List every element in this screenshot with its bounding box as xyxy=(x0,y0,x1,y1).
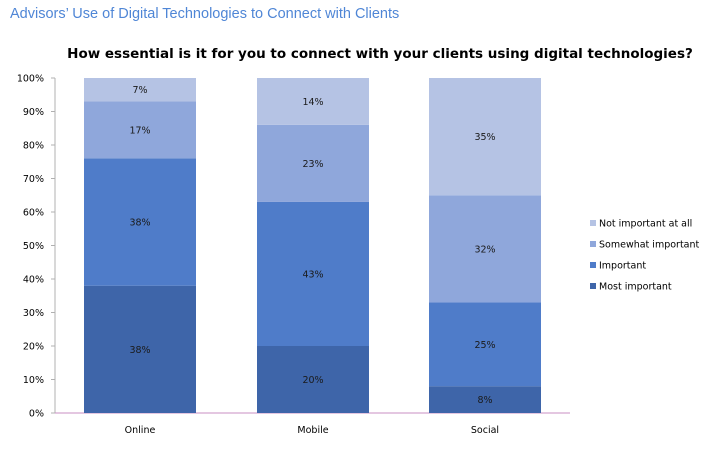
data-label: 35% xyxy=(474,132,495,143)
data-label: 23% xyxy=(302,159,323,170)
y-tick-label: 20% xyxy=(23,342,44,353)
page-title: Advisors’ Use of Digital Technologies to… xyxy=(10,6,400,22)
bar-segment xyxy=(257,78,369,125)
y-tick-label: 90% xyxy=(23,107,44,118)
x-tick-label: Online xyxy=(125,425,156,436)
bar-segment xyxy=(429,302,541,387)
bar-segment xyxy=(84,158,196,286)
data-label: 38% xyxy=(129,218,150,229)
y-tick-label: 50% xyxy=(23,241,44,252)
data-label: 20% xyxy=(302,375,323,386)
y-tick-label: 30% xyxy=(23,308,44,319)
legend-swatch xyxy=(590,241,596,247)
bar-segment xyxy=(84,78,196,102)
data-label: 14% xyxy=(302,97,323,108)
y-tick-label: 60% xyxy=(23,208,44,219)
chart-title: How essential is it for you to connect w… xyxy=(67,46,693,62)
bar-segment xyxy=(257,346,369,413)
data-label: 38% xyxy=(129,345,150,356)
data-label: 25% xyxy=(474,340,495,351)
legend-label: Somewhat important xyxy=(599,240,700,251)
bar-segment xyxy=(84,285,196,413)
y-tick-label: 80% xyxy=(23,141,44,152)
y-tick-label: 10% xyxy=(23,375,44,386)
data-label: 8% xyxy=(477,395,492,406)
legend-swatch xyxy=(590,283,596,289)
data-label: 43% xyxy=(302,269,323,280)
y-tick-label: 100% xyxy=(17,74,44,85)
legend-label: Most important xyxy=(599,282,672,293)
legend-swatch xyxy=(590,262,596,268)
bar-segment xyxy=(429,78,541,196)
data-label: 17% xyxy=(129,125,150,136)
bar-segment xyxy=(84,101,196,159)
bar-segment xyxy=(429,195,541,303)
legend-label: Important xyxy=(599,261,646,272)
data-label: 32% xyxy=(474,244,495,255)
bar-segment xyxy=(429,386,541,413)
x-tick-label: Mobile xyxy=(297,425,328,436)
bar-segment xyxy=(257,201,369,346)
bar-segment xyxy=(257,124,369,202)
y-tick-label: 40% xyxy=(23,275,44,286)
x-tick-label: Social xyxy=(471,425,499,436)
legend-label: Not important at all xyxy=(599,219,692,230)
y-tick-label: 0% xyxy=(29,409,44,420)
data-label: 7% xyxy=(132,85,147,96)
legend-swatch xyxy=(590,220,596,226)
y-tick-label: 70% xyxy=(23,174,44,185)
